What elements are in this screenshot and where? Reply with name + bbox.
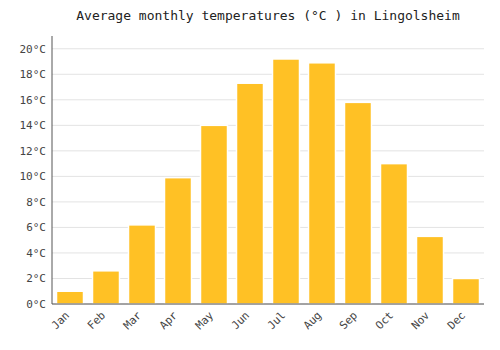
- y-tick-label: 20°C: [20, 43, 47, 56]
- grid-line: [52, 201, 484, 202]
- x-tick-label: Jun: [229, 309, 252, 332]
- x-tick-label: May: [193, 309, 217, 333]
- x-tick-label: Jul: [265, 309, 288, 332]
- grid-line: [52, 99, 484, 100]
- grid-line: [52, 176, 484, 177]
- grid-line: [52, 74, 484, 75]
- grid-line: [52, 48, 484, 49]
- bar: [165, 178, 192, 304]
- x-tick-label: Nov: [409, 309, 433, 333]
- bar: [309, 63, 336, 304]
- bar: [129, 225, 156, 304]
- bar: [381, 164, 408, 304]
- grid-line: [52, 150, 484, 151]
- y-tick-label: 4°C: [26, 247, 46, 260]
- y-tick-label: 0°C: [26, 298, 46, 311]
- y-tick-label: 12°C: [20, 145, 47, 158]
- grid: [52, 49, 484, 304]
- x-tick-label: Feb: [85, 309, 108, 332]
- title: Average monthly temperatures (°C ) in Li…: [76, 8, 460, 23]
- x-tick-label: Dec: [445, 309, 468, 332]
- bar: [417, 236, 444, 304]
- x-axis-line: [52, 304, 484, 305]
- x-tick-label: Mar: [121, 309, 145, 333]
- bar: [57, 291, 84, 304]
- y-tick-label: 10°C: [20, 170, 47, 183]
- chart: Average monthly temperatures (°C ) in Li…: [0, 0, 500, 350]
- y-tick-label: 6°C: [26, 221, 46, 234]
- y-tick-label: 14°C: [20, 119, 47, 132]
- bar: [345, 102, 372, 304]
- x-tick-label: Apr: [157, 309, 181, 333]
- y-tick-label: 2°C: [26, 272, 46, 285]
- bars: [57, 59, 480, 304]
- page: {"chart_data": {"type": "bar", "title": …: [0, 0, 500, 350]
- x-tick-label: Oct: [373, 309, 396, 332]
- bar: [201, 125, 228, 304]
- x-tick-label: Sep: [337, 309, 360, 332]
- bar: [237, 83, 264, 304]
- x-tick-label: Aug: [301, 309, 324, 332]
- y-axis-line: [52, 36, 53, 304]
- y-tick-label: 8°C: [26, 196, 46, 209]
- y-tick-label: 16°C: [20, 94, 47, 107]
- bar: [93, 271, 120, 304]
- bar: [273, 59, 300, 304]
- x-tick-labels: Jan Feb Mar Apr May Jun Jul Aug Sep Oct Nov Dec: [49, 309, 468, 333]
- grid-line: [52, 125, 484, 126]
- y-tick-label: 18°C: [20, 68, 47, 81]
- x-tick-label: Jan: [49, 309, 72, 332]
- grid-line: [52, 304, 484, 305]
- bar: [453, 278, 480, 304]
- y-tick-labels: 0°C 2°C 4°C 6°C 8°C 10°C 12°C 14°C 16°C 18°C 20°C: [20, 43, 47, 311]
- grid-line: [52, 227, 484, 228]
